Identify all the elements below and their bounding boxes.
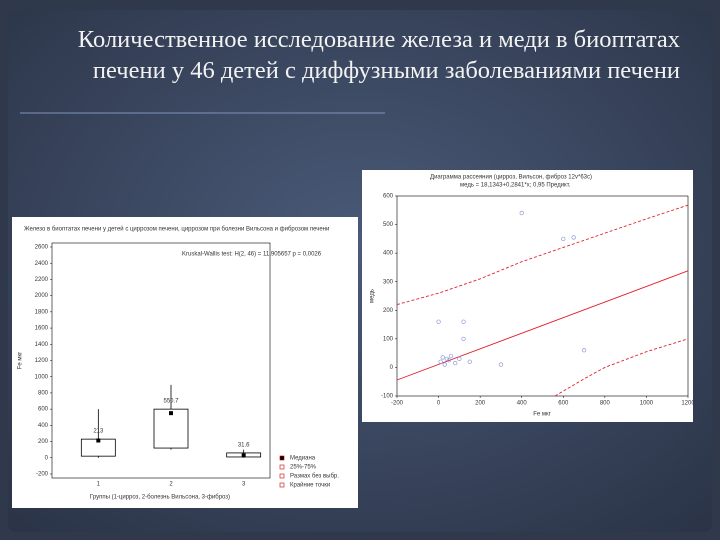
slide-title: Количественное исследование железа и мед… [77, 26, 680, 84]
x-tick-label: 1000 [640, 401, 654, 407]
median-point [169, 411, 173, 416]
scatter-point [446, 358, 452, 363]
y-axis-label: Fe мкг [18, 351, 24, 369]
median-point [241, 453, 246, 458]
x-tick-label: 0 [437, 401, 441, 407]
scatter-point [498, 362, 504, 367]
y-tick-label: 400 [38, 423, 49, 429]
x-tick-label: 1200 [681, 401, 695, 407]
regression-line [396, 270, 689, 381]
x-tick-label: -200 [391, 401, 404, 407]
scatter-point [581, 348, 587, 353]
scatter-point [461, 319, 466, 324]
scatter-point [561, 236, 566, 242]
chart-title: Диаграмма рассеяния (цирроз, Вильсон, фи… [430, 175, 592, 181]
x-tick-label: 200 [475, 401, 486, 407]
annotation: Kruskal-Wallis test: H(2, 46) = 11,90565… [182, 252, 322, 258]
y-tick-label: 100 [383, 336, 394, 342]
box [153, 408, 189, 449]
title-box: Количественное исследование железа и мед… [77, 26, 680, 84]
scatter-point [571, 235, 576, 240]
scatter-point [467, 359, 472, 364]
scatter-point [436, 319, 441, 324]
scatter-point [461, 336, 466, 342]
x-tick-label: 3 [242, 482, 246, 488]
scatter-point [438, 359, 443, 364]
left-chart-bg [12, 217, 358, 508]
x-tick-label: 600 [558, 401, 569, 407]
value-label: 550.7 [163, 399, 179, 405]
y-axis-label: медь [370, 289, 376, 303]
y-tick-label: 500 [383, 222, 394, 228]
chart-title: Железо в биоптатах печени у детей с цирр… [24, 226, 329, 233]
legend-label: 25%-75% [290, 465, 317, 471]
right-chart-bg [362, 170, 693, 422]
legend-swatch [279, 473, 285, 479]
y-tick-label: 0 [390, 365, 394, 371]
y-tick-label: -100 [381, 394, 394, 400]
y-tick-label: 2400 [35, 261, 49, 267]
y-tick-label: 1800 [35, 309, 49, 315]
y-tick-label: 600 [383, 194, 394, 200]
y-tick-label: 1400 [35, 342, 49, 348]
y-tick-label: 1200 [35, 358, 49, 364]
value-label: 31.6 [238, 442, 250, 448]
legend-label: Крайние точки [290, 482, 330, 489]
scatter-point [448, 353, 454, 359]
legend-label: Размах без выбр. [290, 474, 339, 480]
scatter-point [442, 362, 447, 367]
y-tick-label: 400 [383, 251, 394, 257]
x-axis-label: Fe мкг [533, 412, 551, 418]
y-tick-label: 300 [383, 279, 394, 285]
y-tick-label: 1000 [35, 374, 49, 380]
y-tick-label: 800 [38, 391, 49, 397]
legend-swatch [279, 482, 285, 488]
lower-band [554, 338, 689, 397]
x-axis-label: Группы (1-цирроз, 2-болезнь Вильсона, 3-… [90, 495, 230, 501]
value-label: 213 [93, 429, 104, 435]
legend-swatch [279, 455, 285, 461]
scatter-point [453, 360, 458, 366]
y-tick-label: 600 [38, 407, 49, 413]
x-tick-label: 1 [97, 482, 101, 488]
scatter-point [440, 355, 445, 360]
y-tick-label: 200 [38, 439, 49, 445]
x-tick-label: 2 [169, 482, 173, 488]
legend-label: Медиана [290, 456, 316, 462]
x-tick-label: 800 [600, 401, 611, 407]
median-point [96, 438, 101, 443]
chart-subtitle: медь = 18,1343+0,2841*x; 0,95 Предикт. [460, 183, 571, 189]
y-tick-label: 200 [383, 308, 394, 314]
y-tick-label: 2000 [35, 293, 49, 299]
upper-band [396, 204, 689, 306]
y-tick-label: 2200 [35, 277, 49, 283]
y-tick-label: 0 [45, 455, 49, 461]
y-tick-label: 2600 [35, 245, 49, 251]
y-tick-label: 1600 [35, 326, 49, 332]
plot-frame [396, 195, 689, 397]
x-tick-label: 400 [517, 401, 528, 407]
legend-swatch [279, 464, 285, 470]
y-tick-label: -200 [36, 472, 49, 478]
scatter-point [519, 210, 524, 216]
scatter-point [457, 356, 462, 362]
